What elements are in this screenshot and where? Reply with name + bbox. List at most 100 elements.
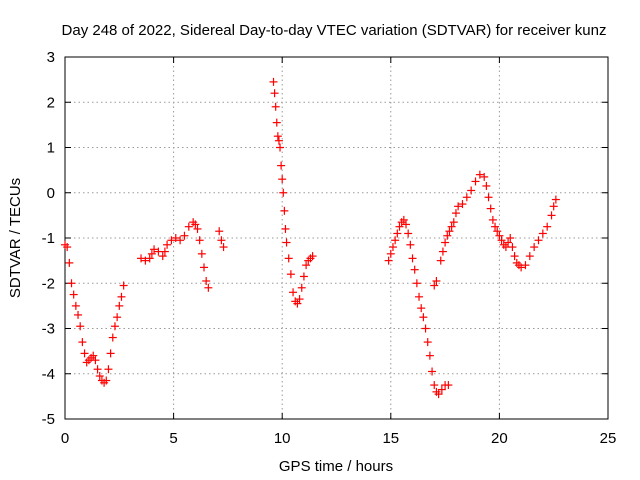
data-point xyxy=(297,283,306,292)
data-point xyxy=(538,229,547,238)
data-point xyxy=(428,367,437,376)
data-point xyxy=(93,365,102,374)
data-point xyxy=(113,313,122,322)
data-point xyxy=(425,351,434,360)
data-point xyxy=(295,295,304,304)
data-point xyxy=(471,177,480,186)
data-point xyxy=(410,265,419,274)
data-point xyxy=(482,181,491,190)
data-point xyxy=(71,301,80,310)
data-point xyxy=(180,231,189,240)
data-point xyxy=(462,193,471,202)
data-point xyxy=(437,385,446,394)
data-point xyxy=(117,292,126,301)
data-point xyxy=(147,249,156,258)
x-tick-label: 10 xyxy=(274,430,291,447)
data-point xyxy=(191,220,200,229)
data-point xyxy=(399,215,408,224)
data-point xyxy=(525,252,534,261)
data-point xyxy=(171,234,180,242)
x-tick-label: 15 xyxy=(382,430,399,447)
data-point xyxy=(271,102,280,111)
data-point xyxy=(480,172,489,181)
data-point xyxy=(119,281,128,290)
data-point xyxy=(150,245,159,254)
data-point xyxy=(74,310,83,319)
data-point xyxy=(454,202,463,211)
data-point xyxy=(286,270,295,279)
data-point xyxy=(430,381,439,390)
data-point xyxy=(108,333,117,342)
data-point xyxy=(467,186,476,195)
data-point xyxy=(488,215,497,224)
y-tick-label: -4 xyxy=(42,366,55,383)
data-points xyxy=(61,77,560,399)
data-point xyxy=(412,279,421,288)
y-tick-label: -3 xyxy=(42,321,55,338)
data-point xyxy=(406,240,415,249)
data-point xyxy=(289,288,298,297)
data-point xyxy=(137,254,146,263)
data-point xyxy=(302,261,311,270)
data-point xyxy=(521,261,530,270)
data-point xyxy=(441,238,450,247)
data-point xyxy=(69,290,78,299)
data-point xyxy=(393,229,402,238)
data-point xyxy=(272,118,281,127)
data-point xyxy=(443,231,452,240)
data-point xyxy=(163,240,172,249)
data-point xyxy=(76,322,85,331)
data-point xyxy=(269,77,278,86)
data-point xyxy=(141,256,150,265)
data-point xyxy=(438,247,447,256)
data-point xyxy=(204,283,213,292)
data-point xyxy=(434,390,443,399)
data-point xyxy=(167,236,176,245)
data-point xyxy=(388,243,397,252)
data-point xyxy=(284,254,293,263)
data-point xyxy=(423,338,432,347)
data-point xyxy=(436,256,445,265)
data-point xyxy=(421,324,430,333)
data-point xyxy=(279,188,288,197)
data-point xyxy=(202,276,211,285)
data-point xyxy=(274,136,283,145)
data-point xyxy=(293,299,302,308)
data-point xyxy=(115,301,124,310)
data-point xyxy=(277,161,286,170)
data-point xyxy=(451,209,460,218)
data-point xyxy=(273,132,282,141)
data-point xyxy=(65,258,74,267)
data-point xyxy=(417,304,426,313)
y-tick-label: 0 xyxy=(47,185,55,202)
data-point xyxy=(89,351,98,360)
data-point xyxy=(404,229,413,238)
data-point xyxy=(551,195,560,204)
data-point xyxy=(530,243,539,252)
data-point xyxy=(91,356,100,365)
data-point xyxy=(547,211,556,220)
data-point xyxy=(200,263,209,272)
data-point xyxy=(110,322,119,331)
data-point xyxy=(430,281,439,290)
data-point xyxy=(475,170,484,179)
data-point xyxy=(510,252,519,261)
data-point xyxy=(534,236,543,245)
data-point xyxy=(432,276,441,285)
y-tick-label: 3 xyxy=(47,49,55,66)
y-axis-label: SDTVAR / TECUs xyxy=(7,178,24,298)
data-point xyxy=(549,202,558,211)
data-point xyxy=(495,231,504,240)
data-point xyxy=(158,252,167,261)
data-point xyxy=(486,204,495,213)
y-tick-label: -1 xyxy=(42,230,55,247)
data-point xyxy=(195,236,204,245)
data-point xyxy=(445,227,454,236)
data-point xyxy=(308,252,317,261)
data-point xyxy=(102,376,111,385)
y-tick-label: -2 xyxy=(42,275,55,292)
data-point xyxy=(391,236,400,245)
